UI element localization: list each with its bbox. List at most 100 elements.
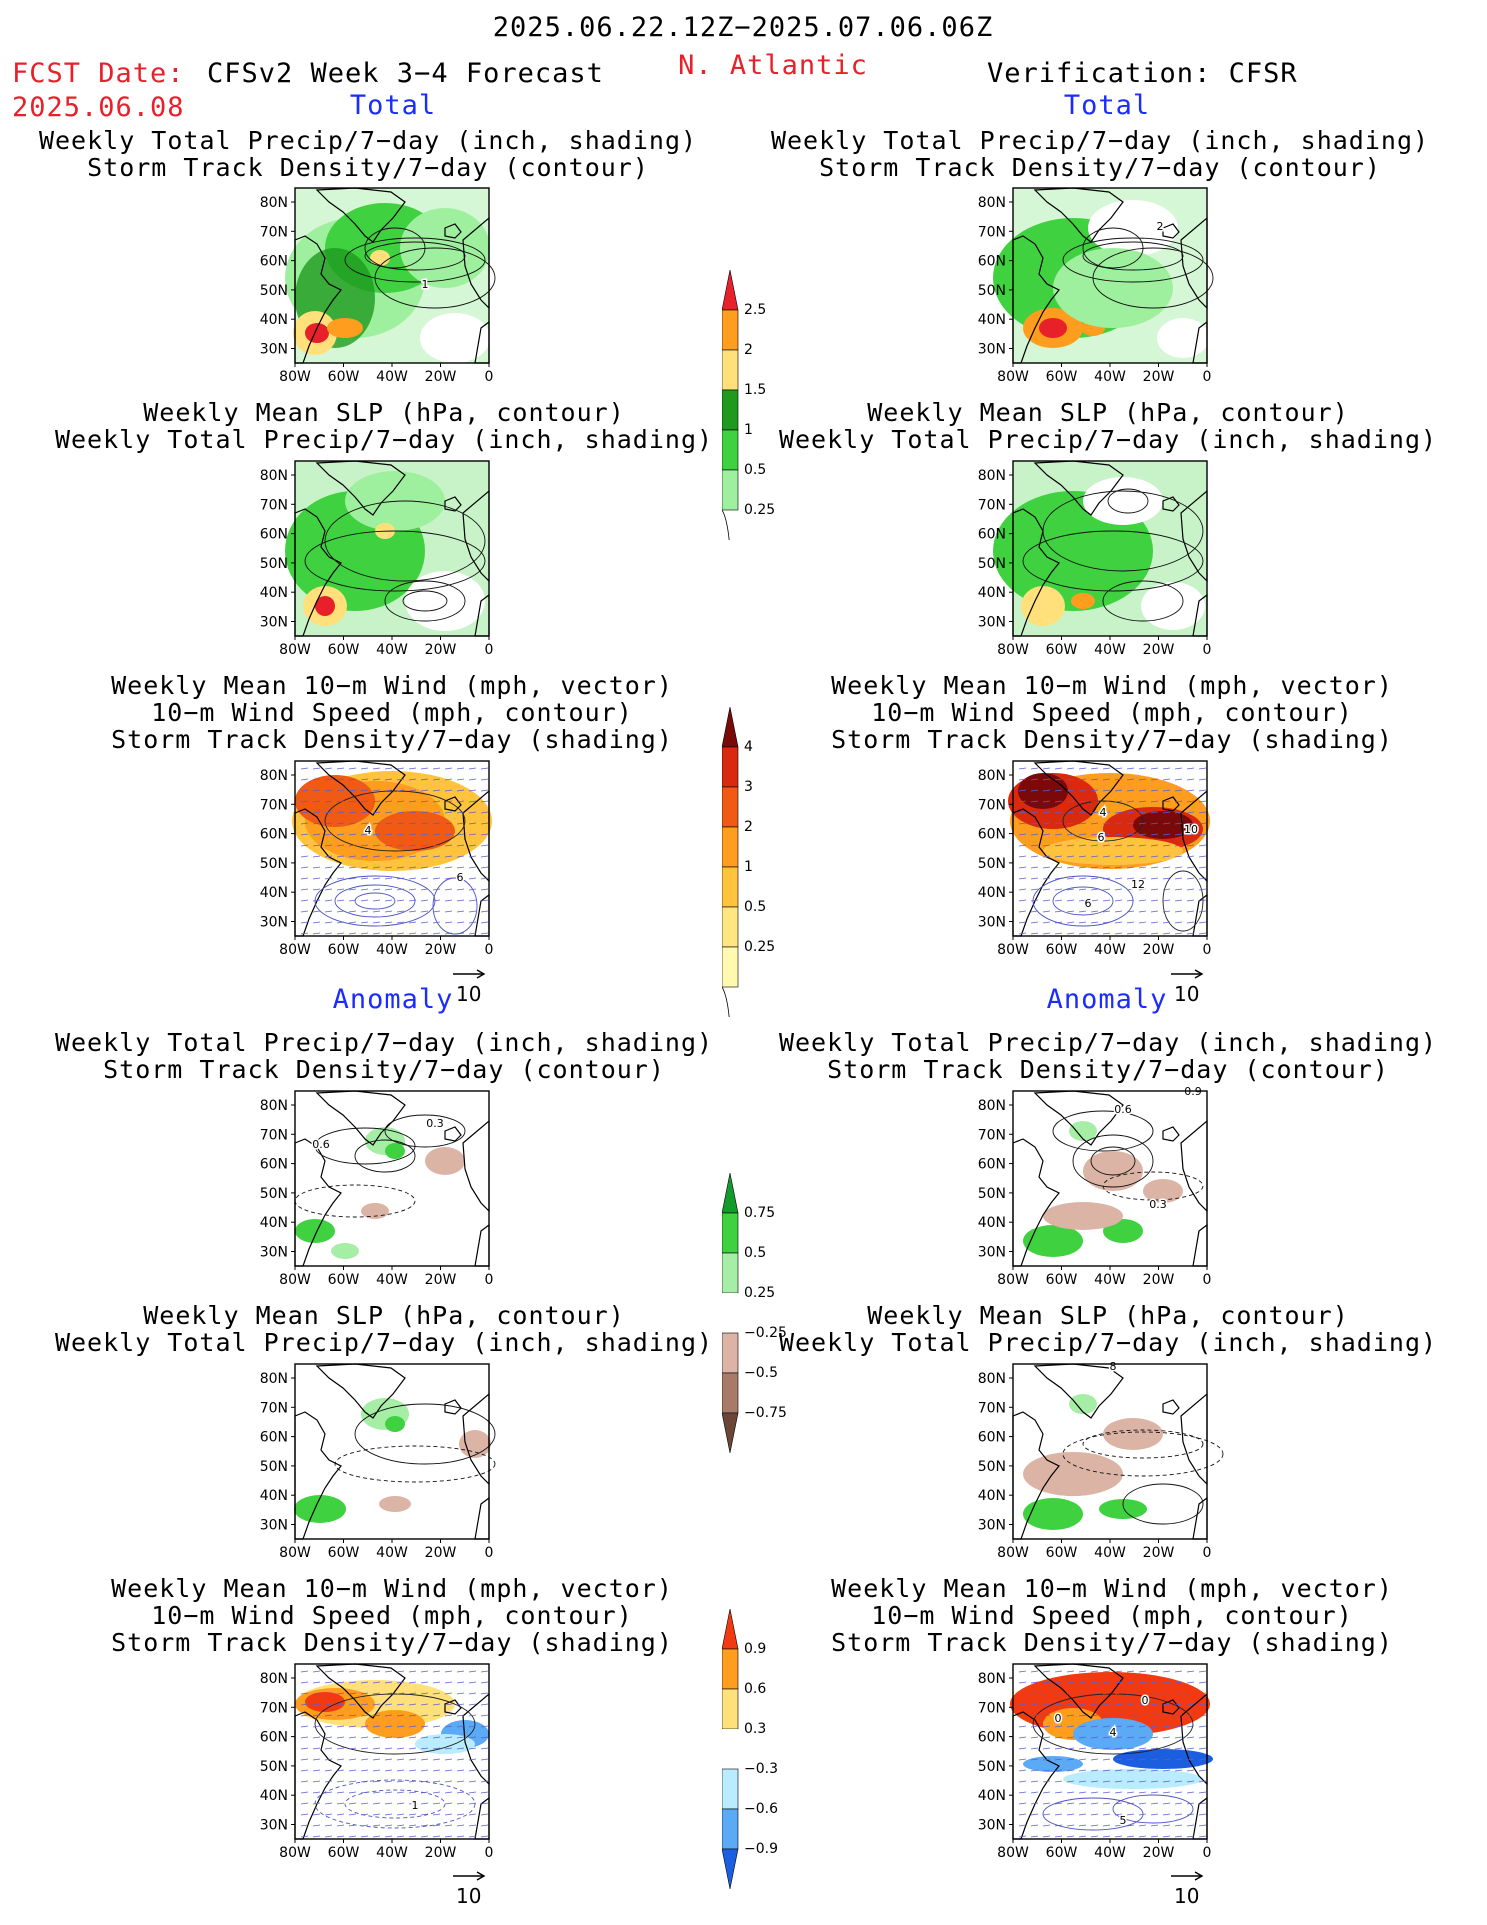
wind-vector [1174, 1736, 1183, 1739]
wind-vector [1102, 800, 1111, 803]
wind-vector [408, 932, 417, 935]
wind-vector [312, 1747, 321, 1750]
wind-vector [384, 778, 393, 781]
colorbar-swatch [721, 706, 739, 748]
wind-vector [300, 888, 309, 891]
shading-patch [315, 596, 335, 616]
wind-vector [1198, 833, 1207, 836]
coastline [1012, 1138, 1060, 1267]
wind-vector [468, 866, 477, 869]
wind-vector [1042, 1813, 1051, 1816]
colorbar-swatch [721, 349, 739, 391]
wind-vector [312, 1670, 321, 1673]
map-verification-wind-storm: 4 6 10 12 6 80N 70N 60N 50N 40N 30N 80W 60W 40W 20W 0 [969, 760, 1213, 964]
wind-vector [408, 888, 417, 891]
wind-vector [1066, 1692, 1075, 1695]
colorbar-label: 1 [744, 422, 753, 438]
wind-vector [1198, 899, 1207, 902]
wind-vector [408, 822, 417, 825]
wind-vector [480, 1670, 489, 1673]
wind-vector [456, 811, 465, 814]
wind-vector [1174, 1824, 1183, 1827]
wind-vector [432, 866, 441, 869]
wind-vector [1150, 811, 1159, 814]
contour-line [364, 241, 466, 271]
map-verification-slp-precip-anomaly: 8 80N 70N 60N 50N 40N 30N 80W 60W 40W 20W 0 [969, 1359, 1224, 1567]
wind-vector [408, 1813, 417, 1816]
wind-vector [1198, 1769, 1207, 1772]
wind-vector [360, 778, 369, 781]
shading-patch [1053, 248, 1173, 328]
wind-vector [1126, 767, 1135, 770]
wind-vector [300, 1824, 309, 1827]
wind-vector [300, 1692, 309, 1695]
wind-vector [1186, 932, 1195, 935]
wind-vector [396, 1835, 405, 1838]
wind-vector [384, 1813, 393, 1816]
wind-vector [432, 789, 441, 792]
lat-tick-label: 70N [260, 497, 288, 513]
shading-patch [1141, 582, 1205, 630]
wind-vector [396, 822, 405, 825]
wind-vector [1162, 855, 1171, 858]
colorbar-label: 0.6 [744, 1681, 766, 1697]
wind-vector [1018, 1824, 1027, 1827]
wind-vector [1138, 1681, 1147, 1684]
wind-vector [324, 1835, 333, 1838]
wind-vector [420, 1747, 429, 1750]
wind-vector [1150, 1791, 1159, 1794]
wind-vector [456, 844, 465, 847]
wind-vector [1078, 833, 1087, 836]
contour-line [1122, 1483, 1204, 1525]
contour-line [1102, 1171, 1204, 1201]
wind-vector [1102, 932, 1111, 935]
wind-vector [1126, 833, 1135, 836]
wind-vector [480, 1703, 489, 1706]
wind-vector [1054, 866, 1063, 869]
wind-vector [420, 1725, 429, 1728]
wind-vector [1030, 789, 1039, 792]
wind-vector [444, 800, 453, 803]
wind-vector [444, 1725, 453, 1728]
wind-vector [300, 833, 309, 836]
wind-vector [1186, 1725, 1195, 1728]
wind-vector [360, 1758, 369, 1761]
wind-vector [300, 822, 309, 825]
contour-label: 2 [1157, 220, 1164, 233]
wind-vector [1126, 1758, 1135, 1761]
wind-vector [384, 1692, 393, 1695]
wind-vector [1078, 1714, 1087, 1717]
wind-vector [1198, 778, 1207, 781]
coastline [1033, 760, 1124, 816]
wind-vector [384, 1714, 393, 1717]
wind-vector [1186, 1780, 1195, 1783]
wind-vector [384, 855, 393, 858]
wind-vector [1030, 1758, 1039, 1761]
wind-vector [324, 855, 333, 858]
wind-vector [480, 844, 489, 847]
shading-patch [327, 318, 363, 338]
wind-vector [384, 1824, 393, 1827]
wind-vector [1054, 1714, 1063, 1717]
shading-patch [1063, 1769, 1203, 1789]
vector-ref-label: 10 [456, 982, 482, 1006]
wind-vector [1162, 877, 1171, 880]
lon-tick-label: 20W [425, 1845, 457, 1861]
wind-vector [1078, 822, 1087, 825]
wind-vector [1078, 888, 1087, 891]
wind-vector [1114, 1703, 1123, 1706]
wind-vector [1102, 921, 1111, 924]
colorbar-swatch [721, 786, 739, 828]
wind-vector [1114, 1780, 1123, 1783]
wind-vector [360, 811, 369, 814]
wind-vector [1174, 1725, 1183, 1728]
wind-vector [324, 844, 333, 847]
wind-vector [396, 1681, 405, 1684]
lat-tick-label: 30N [978, 342, 1006, 358]
wind-vector [372, 1835, 381, 1838]
wind-vector [348, 1758, 357, 1761]
lon-tick-label: 0 [1203, 1545, 1212, 1561]
lat-tick-label: 40N [260, 585, 288, 601]
wind-vector [1138, 921, 1147, 924]
wind-vector [468, 789, 477, 792]
